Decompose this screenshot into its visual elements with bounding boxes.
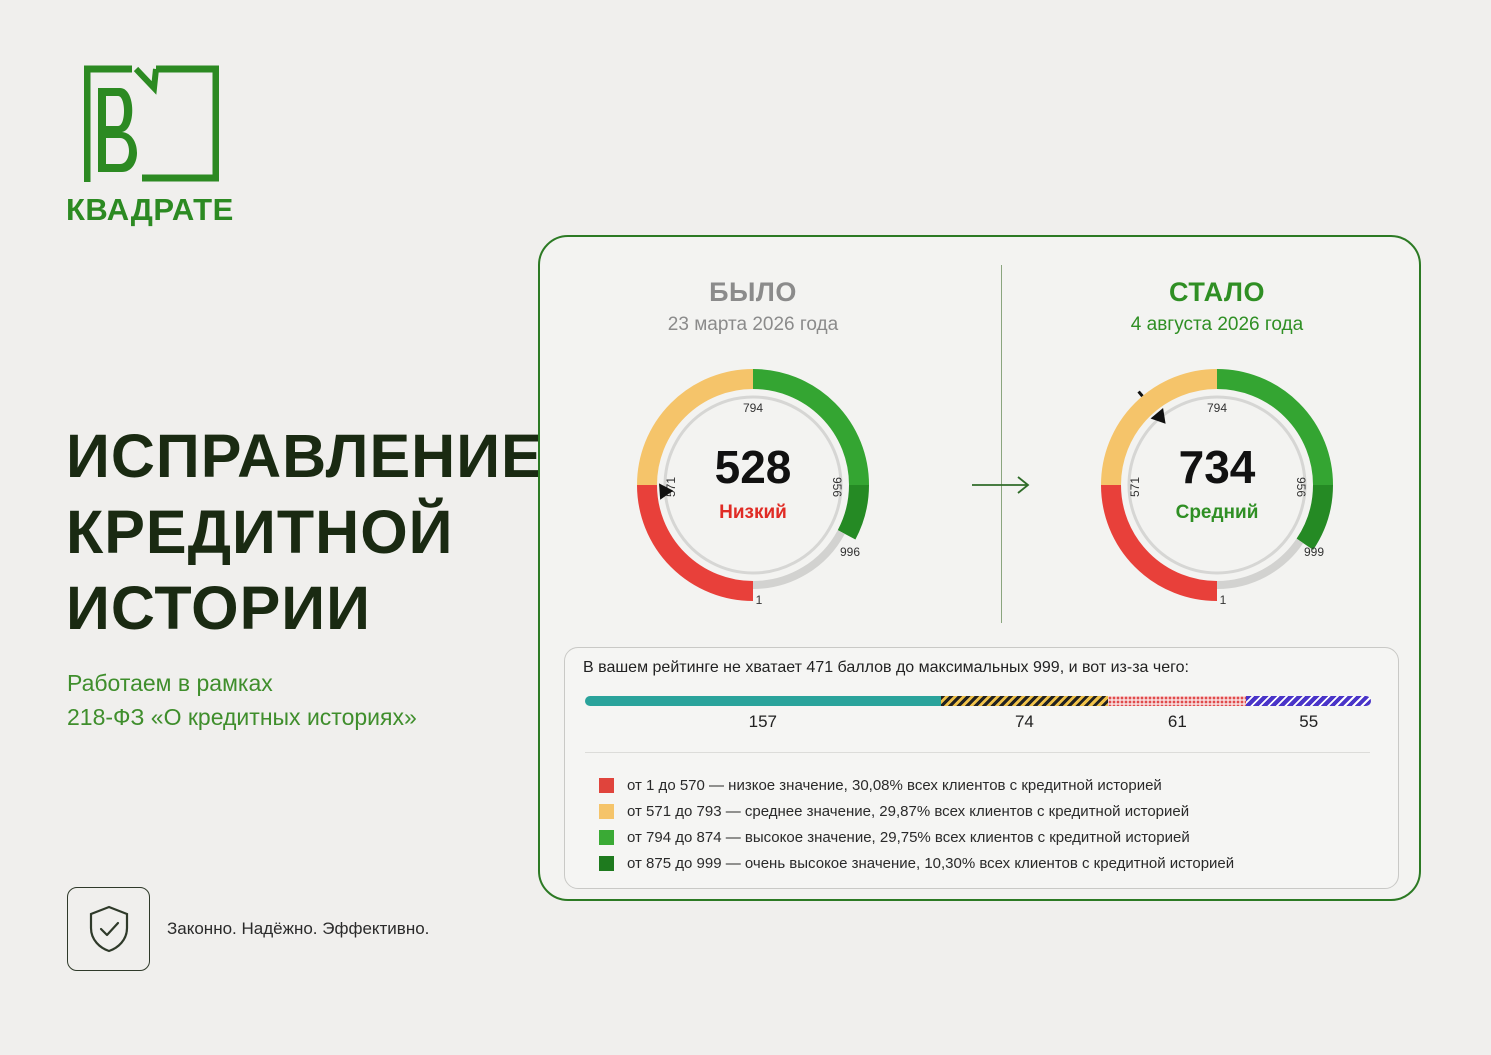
before-header: БЫЛО 23 марта 2026 года xyxy=(603,277,903,336)
motto-text: Законно. Надёжно. Эффективно. xyxy=(167,919,430,938)
deficit-bar-segment xyxy=(940,696,1109,706)
info-divider xyxy=(585,752,1370,753)
gauge-before-tick-956: 956 xyxy=(830,477,844,497)
gauge-after-tick-956: 956 xyxy=(1294,477,1308,497)
arrow-right-icon xyxy=(972,476,1030,494)
subtitle-line-2: 218-ФЗ «О кредитных историях» xyxy=(67,704,417,730)
gauge-before-max: 996 xyxy=(840,545,860,559)
deficit-panel: В вашем рейтинге не хватает 471 баллов д… xyxy=(564,647,1399,889)
title-line-1: ИСПРАВЛЕНИЕ xyxy=(66,422,543,490)
gauge-after-segment-very-high xyxy=(1296,484,1333,550)
gauge-after-score-marker xyxy=(1137,390,1144,398)
deficit-bar-segment xyxy=(1108,696,1247,706)
after-heading: СТАЛО xyxy=(1169,277,1265,307)
gauge-after-tick-1: 1 xyxy=(1220,593,1227,607)
deficit-bar-label: 74 xyxy=(1014,712,1034,731)
title-line-3: ИСТОРИИ xyxy=(66,574,371,642)
score-legend: от 1 до 570 — низкое значение, 30,08% вс… xyxy=(599,772,1234,876)
shield-check-icon xyxy=(89,905,128,953)
legend-item: от 794 до 874 — высокое значение, 29,75%… xyxy=(599,824,1234,850)
legend-swatch xyxy=(599,803,614,819)
gauge-after-segment-low xyxy=(1101,484,1218,601)
gauge-after-score: 734 xyxy=(1179,441,1256,493)
deficit-bar xyxy=(585,696,1371,706)
gauge-after-segment-remaining xyxy=(1216,538,1304,589)
gauge-before-inner-track xyxy=(663,395,843,575)
subtitle: Работаем в рамках 218-ФЗ «О кредитных ис… xyxy=(67,666,417,734)
gauge-after-tick-794: 794 xyxy=(1207,401,1227,415)
gauge-after-pointer xyxy=(1150,407,1166,424)
deficit-bar-label: 55 xyxy=(1299,712,1319,731)
subtitle-line-1: Работаем в рамках xyxy=(67,670,273,696)
logo-icon xyxy=(84,65,219,182)
legend-label: от 571 до 793 — среднее значение, 29,87%… xyxy=(627,802,1190,820)
gauge-after: 734 Средний 794 571 956 1 999 xyxy=(1101,369,1333,607)
deficit-text: В вашем рейтинге не хватает 471 баллов д… xyxy=(583,659,1189,676)
gauge-after-inner-track xyxy=(1127,395,1307,575)
legend-swatch xyxy=(599,777,614,793)
gauge-after-segment-mid xyxy=(1101,369,1218,486)
after-header: СТАЛО 4 августа 2026 года xyxy=(1067,277,1367,336)
gauge-before-segment-high xyxy=(752,369,869,486)
legend-label: от 1 до 570 — низкое значение, 30,08% вс… xyxy=(627,776,1162,794)
before-date: 23 марта 2026 года xyxy=(667,314,839,335)
gauge-after-max: 999 xyxy=(1304,545,1324,559)
gauge-after-tick-571: 571 xyxy=(1128,477,1142,497)
gauge-before-segment-low xyxy=(637,484,754,601)
shield-badge xyxy=(67,887,150,971)
gauge-before-segment-mid xyxy=(637,369,754,486)
gauge-before: 528 Низкий 794 571 956 1 996 xyxy=(637,369,869,607)
legend-label: от 875 до 999 — очень высокое значение, … xyxy=(627,854,1235,872)
column-divider xyxy=(1001,265,1002,623)
deficit-bar-label: 157 xyxy=(748,712,777,731)
gauge-before-score: 528 xyxy=(715,441,792,493)
before-heading: БЫЛО xyxy=(709,277,797,307)
brand-name: КВАДРАТЕ xyxy=(66,192,234,227)
gauge-before-tick-794: 794 xyxy=(743,401,763,415)
gauge-before-level: Низкий xyxy=(719,502,787,523)
comparison-card: БЫЛО 23 марта 2026 года СТАЛО 4 августа … xyxy=(538,235,1421,901)
legend-swatch xyxy=(599,829,614,845)
page-title: ИСПРАВЛЕНИЕ КРЕДИТНОЙ ИСТОРИИ xyxy=(66,418,543,646)
deficit-bar-segment xyxy=(1246,696,1371,706)
legend-item: от 571 до 793 — среднее значение, 29,87%… xyxy=(599,798,1234,824)
deficit-bar-segment xyxy=(585,696,941,706)
legend-item: от 875 до 999 — очень высокое значение, … xyxy=(599,850,1234,876)
gauge-before-segment-very-high xyxy=(837,484,869,540)
gauge-before-tick-1: 1 xyxy=(756,593,763,607)
deficit-bar-label: 61 xyxy=(1167,712,1187,731)
after-date: 4 августа 2026 года xyxy=(1130,314,1304,335)
legend-label: от 794 до 874 — высокое значение, 29,75%… xyxy=(627,828,1190,846)
brand-logo: КВАДРАТЕ xyxy=(66,64,246,234)
gauge-before-pointer xyxy=(659,483,674,500)
gauge-after-segment-high xyxy=(1216,369,1333,486)
gauge-after-level: Средний xyxy=(1176,502,1259,523)
title-line-2: КРЕДИТНОЙ xyxy=(66,498,454,566)
gauge-before-segment-remaining xyxy=(752,530,845,589)
legend-item: от 1 до 570 — низкое значение, 30,08% вс… xyxy=(599,772,1234,798)
legend-swatch xyxy=(599,855,614,871)
